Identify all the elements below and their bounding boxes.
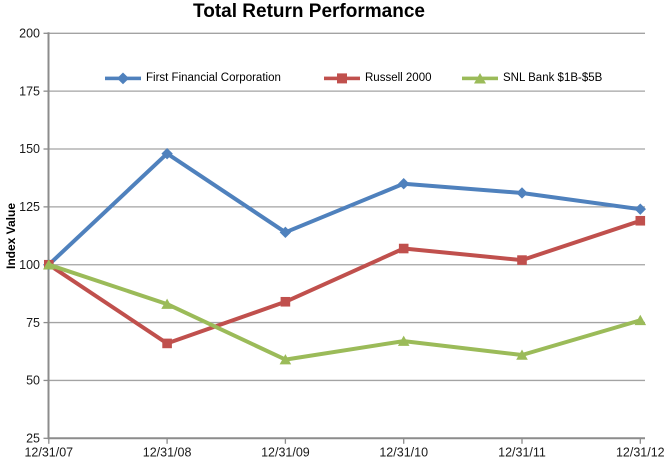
data-point-first-financial-corporation	[634, 203, 646, 215]
data-point-first-financial-corporation	[516, 187, 528, 199]
x-tick-label: 12/31/07	[24, 446, 73, 460]
legend-entry-russell-2000: Russell 2000	[324, 70, 431, 86]
data-point-snl-bank-1b-5b	[43, 259, 55, 270]
series-first-financial-corporation	[43, 147, 646, 271]
y-tick-label: 75	[26, 316, 40, 330]
x-tick-label: 12/31/12	[616, 446, 665, 460]
data-point-russell-2000	[162, 338, 172, 349]
axes	[47, 32, 645, 440]
diamond-marker-icon	[105, 72, 141, 84]
x-tick-label: 12/31/09	[261, 446, 310, 460]
data-point-snl-bank-1b-5b	[516, 349, 528, 360]
data-point-snl-bank-1b-5b	[634, 314, 647, 326]
y-tick-label: 150	[19, 142, 40, 156]
legend-square	[337, 72, 347, 83]
y-tick-label: 125	[19, 200, 40, 214]
legend-entry-first-financial: First Financial Corporation	[105, 70, 281, 86]
legend-triangle	[474, 72, 486, 83]
data-point-russell-2000	[517, 255, 527, 265]
data-point-first-financial-corporation	[161, 147, 173, 160]
x-tick-label: 12/31/11	[498, 446, 546, 460]
data-point-russell-2000	[635, 215, 646, 226]
series-line-russell-2000	[46, 218, 643, 346]
chart-title: Total Return Performance	[193, 1, 425, 22]
legend-label-first-financial: First Financial Corporation	[146, 72, 281, 84]
triangle-marker-icon	[462, 72, 498, 83]
series-line-snl-bank-1b-5b	[46, 262, 643, 362]
y-tick-label: 175	[19, 84, 40, 98]
data-point-first-financial-corporation	[398, 178, 410, 190]
data-point-russell-2000	[398, 243, 409, 254]
y-tick-label: 25	[26, 432, 40, 446]
legend-diamond	[117, 72, 129, 84]
square-marker-icon	[324, 72, 360, 83]
x-tick-label: 12/31/08	[143, 446, 192, 460]
data-point-russell-2000	[280, 296, 291, 307]
data-point-snl-bank-1b-5b	[397, 335, 410, 346]
series-snl-bank-1b-5b	[43, 259, 647, 365]
legend-entry-snl-bank: SNL Bank $1B-$5B	[462, 70, 602, 86]
y-tick-label: 100	[19, 258, 40, 272]
x-tick-label: 12/31/10	[379, 446, 428, 460]
legend: First Financial Corporation Russell 2000…	[0, 70, 667, 86]
x-axis-ticks: 12/31/07 12/31/08 12/31/09 12/31/10 12/31/11…	[24, 438, 665, 460]
series-russell-2000	[44, 215, 646, 349]
y-tick-label: 50	[26, 374, 40, 388]
y-axis-ticks: 200 175 150 125 100 75 50 25	[19, 27, 49, 446]
data-point-snl-bank-1b-5b	[161, 298, 173, 309]
data-point-first-financial-corporation	[279, 226, 292, 239]
y-tick-label: 200	[19, 27, 40, 41]
series-line-first-financial-corporation	[46, 151, 643, 267]
data-point-snl-bank-1b-5b	[279, 354, 292, 365]
legend-label-russell-2000: Russell 2000	[365, 72, 432, 84]
legend-label-snl-bank: SNL Bank $1B-$5B	[503, 72, 603, 84]
